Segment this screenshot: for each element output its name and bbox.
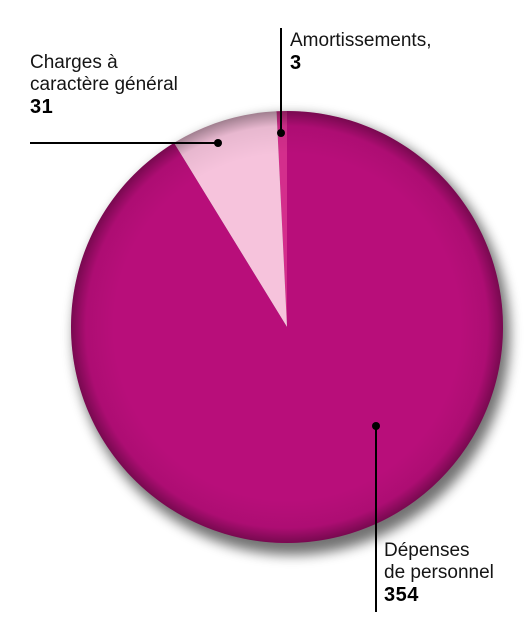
value-depenses: 354 — [384, 584, 419, 606]
label-depenses-line1: Dépenses — [384, 540, 470, 561]
leader-dot-depenses — [372, 422, 380, 430]
label-charges-line1: Charges à — [30, 52, 118, 73]
label-amortissements: Amortissements, 3 — [290, 30, 520, 74]
leader-dot-charges — [214, 139, 222, 147]
label-depenses: Dépenses de personnel 354 — [384, 540, 528, 606]
value-charges: 31 — [30, 96, 54, 118]
leader-dot-amort — [277, 129, 285, 137]
value-amort: 3 — [290, 52, 302, 74]
pie-rim-shade — [71, 111, 503, 543]
label-depenses-line2: de personnel — [384, 562, 494, 583]
label-charges-line2: caractère général — [30, 74, 178, 95]
label-charges: Charges à caractère général 31 — [30, 52, 260, 118]
label-amort-line1: Amortissements, — [290, 30, 432, 51]
leader-lines — [30, 28, 380, 612]
